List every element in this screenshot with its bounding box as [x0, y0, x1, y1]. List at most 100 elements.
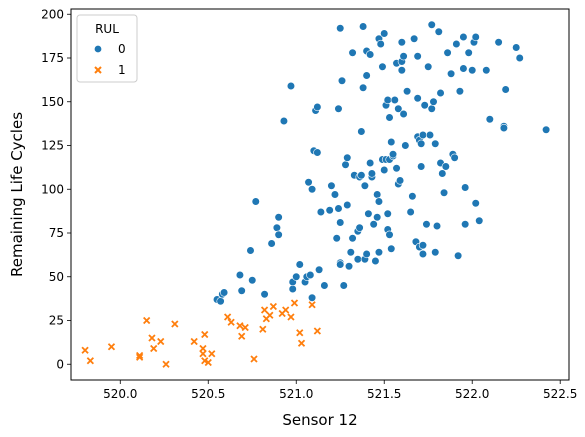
data-point-series-0-156 — [485, 115, 494, 124]
data-point-series-1-24 — [259, 325, 267, 333]
data-point-series-0-85 — [383, 95, 392, 105]
data-point-series-0-149 — [464, 48, 473, 57]
data-point-series-0-23 — [306, 270, 315, 280]
data-point-series-0-1 — [216, 297, 225, 306]
y-tick-label: 200 — [41, 7, 64, 21]
data-point-series-0-162 — [515, 53, 524, 63]
data-point-series-0-40 — [336, 218, 345, 227]
data-point-series-0-78 — [376, 39, 385, 49]
data-point-series-0-136 — [439, 188, 449, 197]
data-point-series-0-58 — [357, 127, 366, 136]
legend-marker-0 — [93, 44, 103, 54]
data-point-series-0-157 — [494, 38, 503, 47]
data-point-series-0-103 — [397, 38, 406, 47]
data-point-series-0-37 — [334, 204, 343, 213]
data-point-series-0-33 — [325, 206, 334, 215]
data-point-series-1-9 — [162, 360, 170, 368]
data-point-series-0-42 — [336, 260, 345, 269]
data-point-series-1-22 — [241, 323, 249, 332]
y-tick-label: 125 — [41, 139, 64, 153]
data-point-series-0-120 — [418, 249, 428, 259]
data-point-series-0-89 — [385, 113, 394, 122]
data-point-series-0-88 — [385, 230, 394, 239]
data-point-series-0-79 — [378, 62, 387, 71]
y-axis: 0 25 50 75 100 125 150 175 200 — [41, 7, 71, 371]
data-point-series-1-31 — [287, 313, 295, 321]
data-point-series-1-27 — [266, 311, 274, 319]
data-point-series-0-38 — [334, 104, 343, 113]
data-point-series-0-8 — [251, 197, 260, 206]
data-point-series-0-19 — [295, 260, 304, 269]
data-point-series-0-110 — [410, 34, 419, 43]
data-point-series-0-122 — [420, 101, 429, 110]
data-point-series-1-23 — [250, 355, 258, 363]
data-point-series-0-128 — [429, 97, 438, 106]
data-point-series-0-5 — [237, 286, 246, 295]
data-point-series-1-13 — [199, 350, 207, 358]
data-point-series-0-92 — [387, 244, 396, 253]
data-point-series-0-82 — [380, 165, 389, 175]
data-point-series-0-91 — [387, 137, 396, 147]
data-point-series-0-152 — [471, 199, 480, 208]
data-point-series-0-130 — [431, 139, 440, 148]
data-point-series-0-53 — [353, 255, 362, 264]
data-point-series-0-12 — [274, 213, 283, 222]
data-point-series-0-146 — [459, 32, 468, 42]
data-point-series-1-2 — [107, 343, 116, 351]
legend-label-1: 1 — [118, 63, 126, 77]
data-point-series-1-16 — [204, 358, 212, 367]
data-point-series-0-10 — [267, 239, 276, 248]
data-point-series-0-155 — [482, 66, 491, 75]
data-point-series-0-127 — [427, 20, 436, 29]
data-point-series-1-32 — [290, 299, 299, 307]
data-point-series-1-0 — [81, 346, 89, 354]
data-point-series-0-59 — [359, 22, 368, 31]
data-point-series-1-8 — [157, 337, 165, 346]
data-point-series-0-147 — [461, 220, 470, 229]
data-point-series-0-117 — [417, 162, 426, 171]
data-point-series-0-45 — [341, 160, 350, 169]
data-point-series-0-138 — [443, 48, 452, 57]
x-axis: 520.0 520.5 521.0 521.5 522.0 522.5 — [103, 380, 577, 401]
data-point-series-0-141 — [450, 153, 459, 162]
x-tick-label: 521.5 — [367, 387, 401, 401]
data-point-series-0-49 — [346, 248, 355, 257]
data-point-series-0-124 — [424, 62, 433, 71]
data-point-series-0-46 — [343, 153, 352, 162]
data-point-series-0-44 — [339, 281, 348, 290]
data-point-series-0-150 — [468, 66, 477, 75]
data-point-series-0-31 — [316, 207, 325, 217]
data-point-series-0-15 — [286, 81, 296, 91]
data-point-series-0-57 — [357, 171, 366, 180]
data-point-series-0-14 — [279, 116, 289, 126]
legend-marker-1 — [94, 66, 102, 74]
data-point-series-0-148 — [461, 183, 470, 192]
y-tick-label: 175 — [41, 51, 64, 65]
data-point-series-0-30 — [315, 265, 324, 274]
data-point-series-0-160 — [501, 85, 510, 94]
data-point-series-0-98 — [394, 104, 403, 113]
data-point-series-1-3 — [135, 351, 144, 360]
data-point-series-1-34 — [297, 339, 306, 347]
data-point-series-0-119 — [418, 130, 428, 140]
data-point-series-0-87 — [383, 209, 392, 218]
data-point-series-1-10 — [171, 320, 179, 328]
data-point-series-0-154 — [475, 216, 484, 225]
data-point-series-0-47 — [343, 200, 352, 210]
data-point-series-1-30 — [282, 306, 290, 314]
data-point-series-0-129 — [431, 248, 440, 257]
data-point-series-0-75 — [374, 197, 384, 206]
data-point-series-0-43 — [337, 76, 347, 85]
data-point-series-0-104 — [399, 109, 408, 119]
data-point-series-0-107 — [403, 87, 412, 96]
data-point-series-0-60 — [359, 83, 368, 92]
data-point-series-0-114 — [413, 52, 422, 61]
data-point-series-0-142 — [452, 39, 461, 49]
data-point-series-0-105 — [399, 52, 408, 61]
data-point-series-0-94 — [388, 150, 398, 159]
data-point-series-0-18 — [292, 272, 301, 281]
data-point-series-1-36 — [313, 327, 321, 335]
data-point-series-0-9 — [260, 290, 269, 299]
data-point-series-0-62 — [360, 181, 369, 190]
